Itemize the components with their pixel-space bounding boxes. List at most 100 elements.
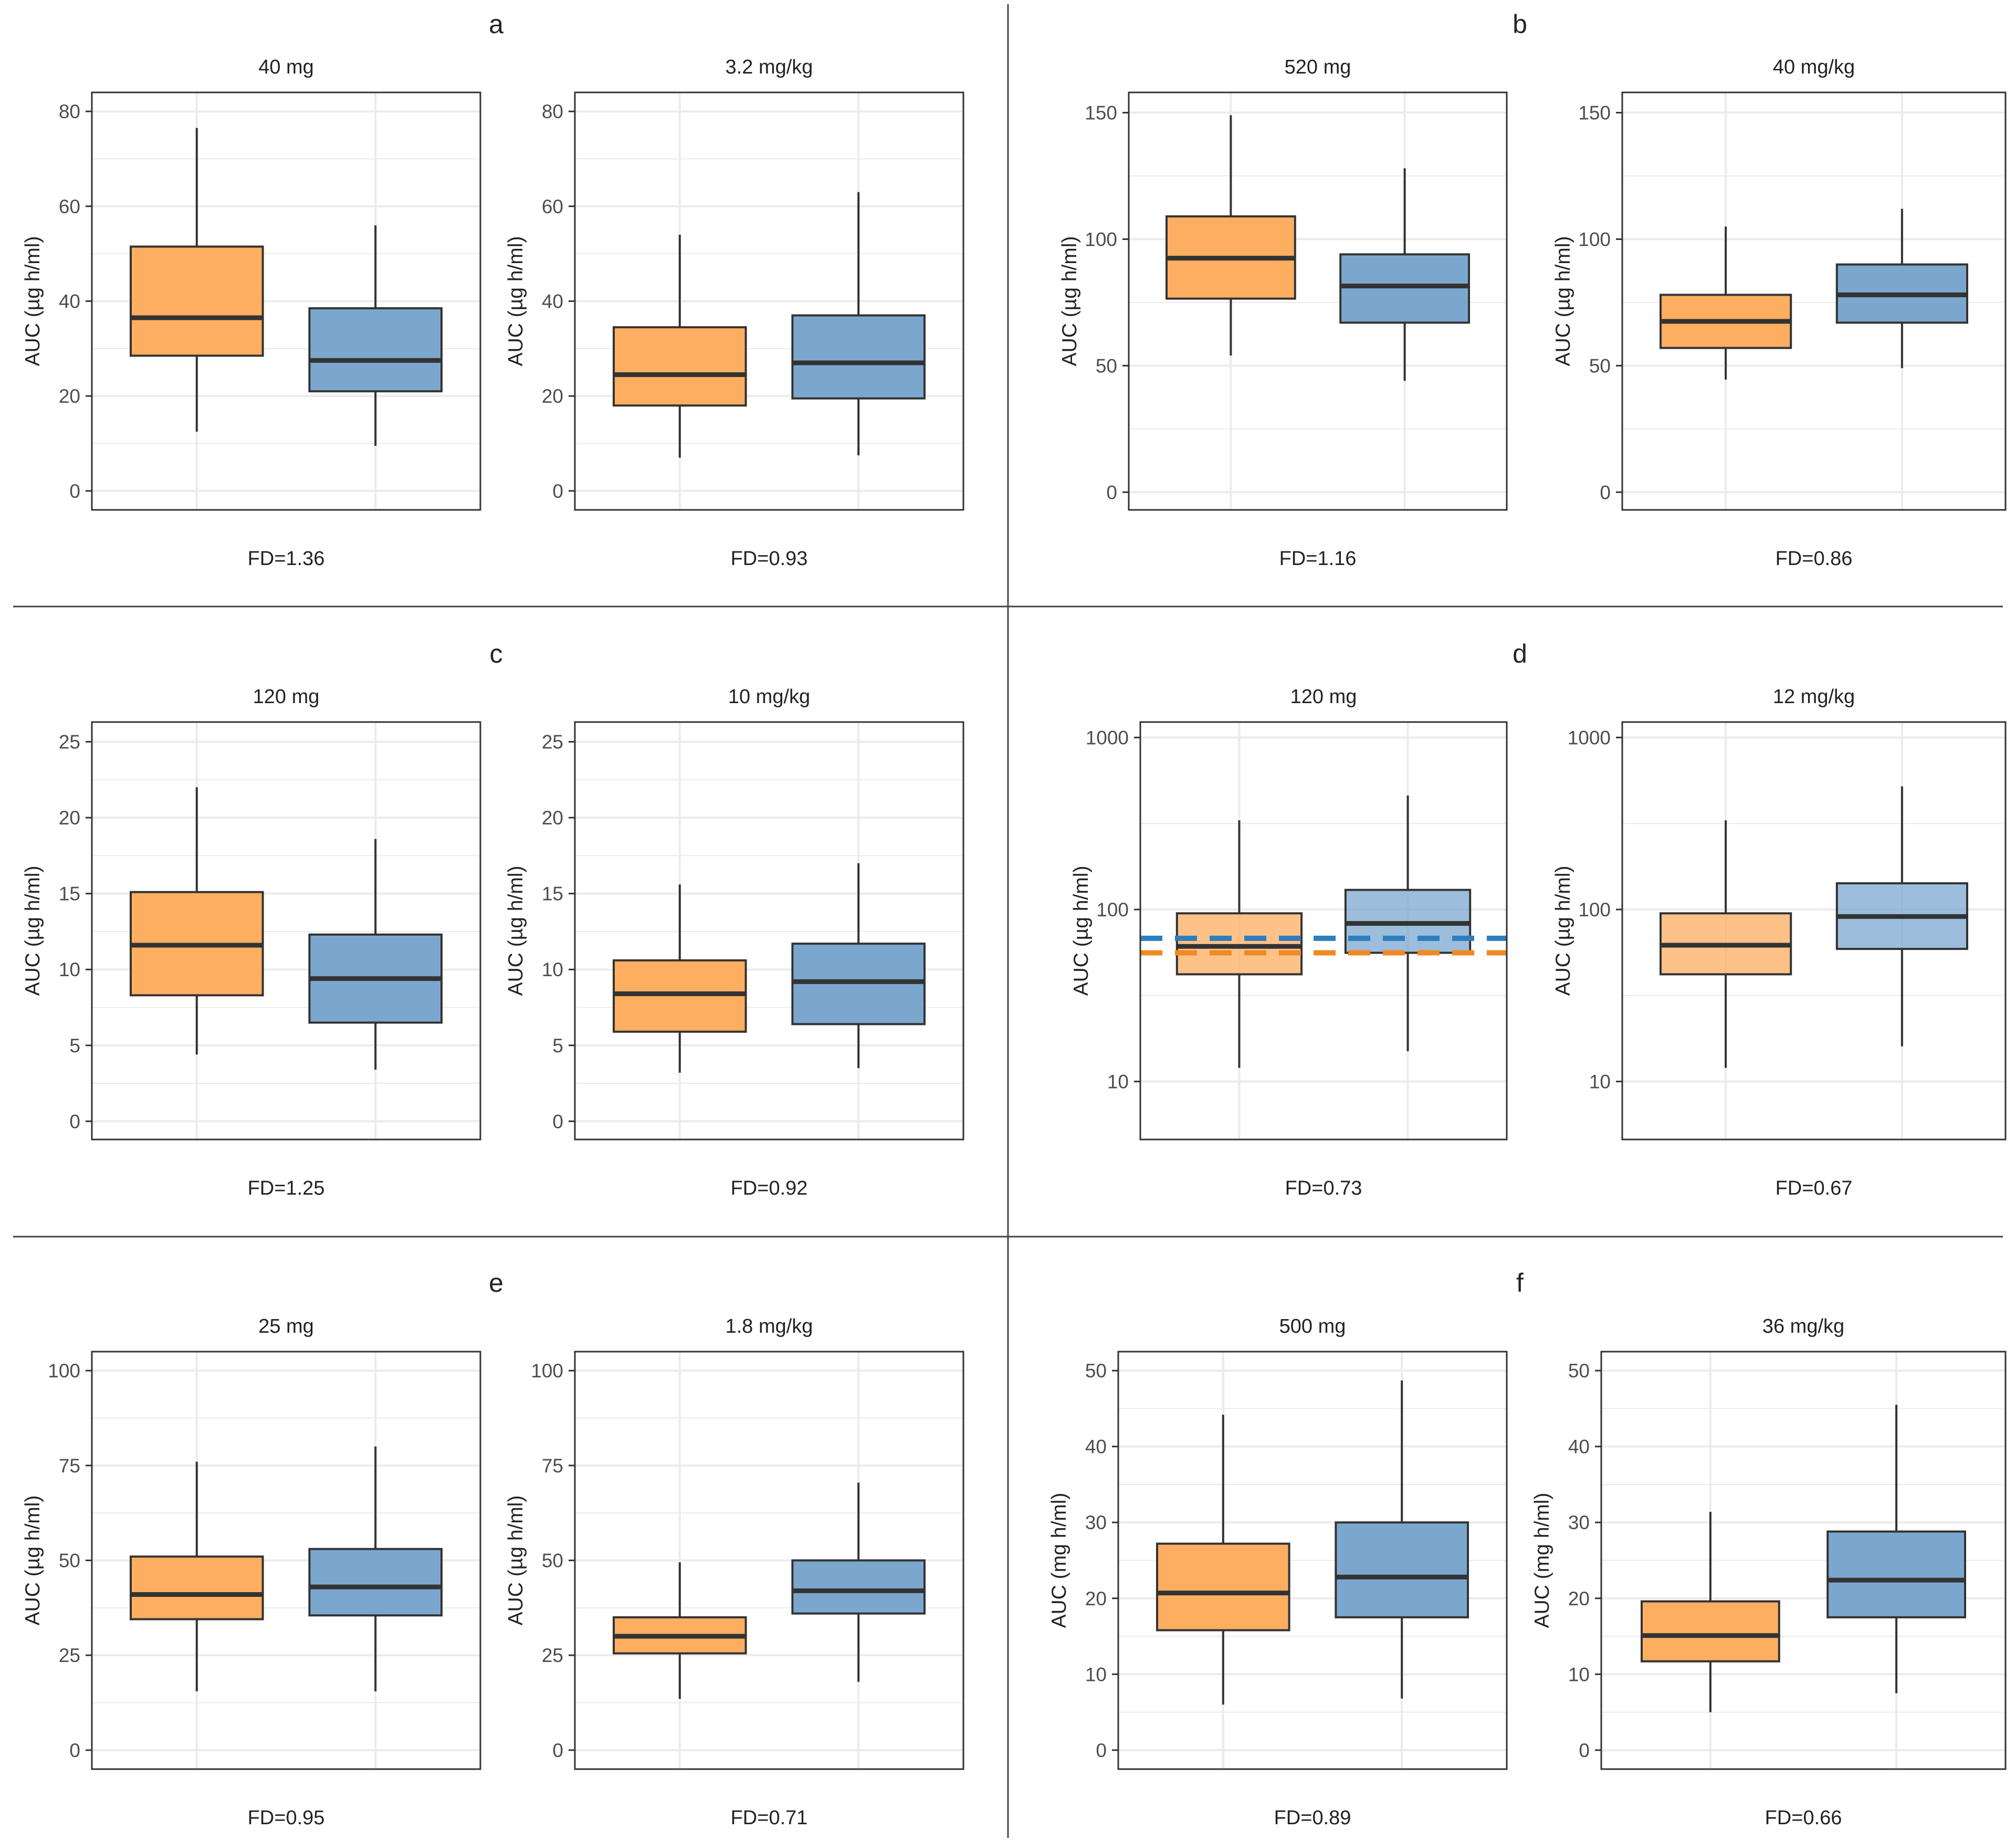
subplot-title: 500 mg [1279,1315,1346,1337]
y-tick-label: 0 [69,480,80,502]
box-group-1 [613,235,747,458]
y-axis-label: AUC (µg h/ml) [1070,866,1093,996]
y-tick-label: 10 [542,959,563,980]
box-group-1 [1156,1414,1290,1705]
box-group-2 [308,1446,443,1691]
y-tick-label: 20 [542,385,563,407]
y-tick-label: 0 [1600,482,1611,503]
fold-difference-label: FD=0.67 [1776,1177,1853,1199]
y-tick-label: 10 [1568,1664,1590,1685]
y-tick-label: 80 [542,101,563,122]
box-group-2 [1835,786,1969,1047]
y-tick-label: 5 [69,1035,80,1057]
subplot-c2: 0 5 10 15 20 25 AUC (µg h/ml) 10 mg/kg FD=0.92 [505,686,964,1199]
panel-letter-e: e [489,1268,503,1298]
box-iqr [791,314,926,400]
fold-difference-label: FD=0.93 [731,548,808,570]
subplot-f2: 0 10 20 30 40 50 AUC (mg h/ml) 36 mg/kg FD=0.66 [1531,1315,2007,1829]
subplot-d2: 10 100 1000 AUC (µg h/ml) 12 mg/kg FD=0.67 [1552,686,2007,1199]
subplot-title: 36 mg/kg [1762,1315,1844,1337]
box-iqr [130,1555,264,1621]
fold-difference-label: FD=0.66 [1765,1807,1842,1829]
y-tick-label: 150 [1578,102,1611,124]
y-tick-label: 0 [1106,482,1117,503]
y-tick-label: 50 [1589,355,1611,377]
y-tick-label: 0 [69,1111,80,1132]
y-axis-label: AUC (mg h/ml) [1531,1493,1553,1628]
y-tick-label: 20 [59,385,80,407]
y-tick-label: 10 [59,959,80,980]
panel-letter-d: d [1513,639,1527,668]
y-tick-label: 50 [542,1550,563,1572]
y-tick-label: 10 [1589,1071,1611,1093]
y-tick-label: 0 [69,1740,80,1761]
box-group-2 [791,192,926,456]
plot-border [1621,91,2007,511]
y-tick-label: 0 [552,1111,563,1132]
y-tick-label: 40 [1568,1436,1590,1458]
plot-border [1600,1351,2007,1770]
y-tick-label: 1000 [1086,727,1129,748]
panel-letter-c: c [490,639,503,668]
y-tick-label: 25 [542,731,563,753]
plot-border [574,721,964,1141]
fold-difference-label: FD=0.89 [1274,1807,1351,1829]
subplot-a1: 0 20 40 60 80 AUC (µg h/ml) 40 mg FD=1.36 [22,56,481,570]
subplot-b2: 0 50 100 150 AUC (µg h/ml) 40 mg/kg FD=0.86 [1552,56,2007,570]
subplot-c1: 0 5 10 15 20 25 AUC (µg h/ml) 120 mg FD=1.25 [22,686,481,1199]
y-tick-label: 100 [1578,899,1611,921]
box-group-2 [791,863,926,1069]
y-axis-label: AUC (µg h/ml) [22,866,44,996]
box-iqr [1156,1542,1290,1632]
fold-difference-label: FD=0.92 [731,1177,808,1199]
y-tick-label: 25 [542,1645,563,1666]
plot-border [1117,1351,1508,1770]
subplot-title: 40 mg [258,56,314,78]
y-tick-label: 0 [1579,1740,1590,1761]
subplot-e2: 0 25 50 75 100 AUC (µg h/ml) 1.8 mg/kg FD=0.71 [505,1315,964,1829]
y-axis-label: AUC (µg h/ml) [505,1496,527,1626]
box-group-2 [1344,795,1472,1051]
fold-difference-label: FD=0.95 [248,1807,325,1829]
plot-border [91,721,481,1141]
y-tick-label: 20 [59,807,80,829]
y-tick-label: 40 [1085,1436,1107,1458]
subplot-title: 25 mg [258,1315,314,1337]
box-group-2 [1339,168,1470,381]
fold-difference-label: FD=1.25 [248,1177,325,1199]
subplot-title: 12 mg/kg [1773,686,1855,708]
subplot-d1: 10 100 1000 AUC (µg h/ml) 120 mg FD=0.73 [1070,686,1508,1199]
fold-difference-label: FD=0.73 [1285,1177,1362,1199]
subplot-title: 10 mg/kg [728,686,810,708]
y-tick-label: 75 [542,1455,563,1477]
box-group-1 [1660,226,1792,380]
plot-border [1139,721,1508,1141]
y-tick-label: 100 [1096,899,1129,921]
panel-letters: a b c d e f [489,9,1527,1298]
box-group-2 [1826,1405,1966,1693]
y-tick-label: 50 [1085,1360,1107,1382]
y-tick-label: 60 [542,196,563,217]
y-tick-label: 10 [1107,1071,1129,1093]
y-tick-label: 5 [552,1035,563,1057]
panel-letter-f: f [1516,1268,1524,1298]
subplot-b1: 0 50 100 150 AUC (µg h/ml) 520 mg FD=1.16 [1058,56,1508,570]
box-group-2 [308,225,443,446]
y-tick-label: 150 [1085,102,1117,124]
y-tick-label: 20 [542,807,563,829]
subplot-title: 120 mg [1290,686,1357,708]
box-iqr [1175,912,1303,976]
plot-background [575,722,963,1139]
box-group-2 [1835,208,1969,369]
subplot-title: 1.8 mg/kg [726,1315,813,1337]
fold-difference-label: FD=1.36 [248,548,325,570]
panel-letter-b: b [1513,9,1527,39]
y-tick-label: 0 [1096,1740,1107,1761]
box-iqr [1339,253,1470,324]
y-axis-label: AUC (µg h/ml) [1552,236,1574,367]
box-iqr [308,307,443,393]
fold-difference-label: FD=0.86 [1776,548,1853,570]
y-tick-label: 50 [59,1550,80,1572]
subplot-title: 40 mg/kg [1773,56,1855,78]
